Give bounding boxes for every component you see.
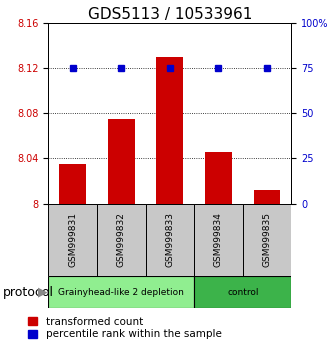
Text: ▶: ▶ bbox=[38, 286, 48, 298]
Bar bbox=[205, 152, 232, 204]
Text: control: control bbox=[227, 287, 258, 297]
Title: GDS5113 / 10533961: GDS5113 / 10533961 bbox=[88, 7, 252, 22]
Bar bbox=[48, 276, 194, 308]
Bar bbox=[157, 57, 183, 204]
Bar bbox=[48, 204, 97, 276]
Text: Grainyhead-like 2 depletion: Grainyhead-like 2 depletion bbox=[58, 287, 184, 297]
Text: protocol: protocol bbox=[3, 286, 54, 298]
Text: GSM999835: GSM999835 bbox=[262, 212, 272, 267]
Bar bbox=[194, 276, 291, 308]
Text: GSM999831: GSM999831 bbox=[68, 212, 77, 267]
Bar bbox=[108, 119, 135, 204]
Bar bbox=[97, 204, 146, 276]
Bar bbox=[243, 204, 291, 276]
Text: GSM999834: GSM999834 bbox=[214, 212, 223, 267]
Bar bbox=[59, 164, 86, 204]
Bar bbox=[254, 190, 280, 204]
Text: GSM999832: GSM999832 bbox=[117, 212, 126, 267]
Legend: transformed count, percentile rank within the sample: transformed count, percentile rank withi… bbox=[28, 317, 222, 339]
Bar bbox=[194, 204, 243, 276]
Bar bbox=[146, 204, 194, 276]
Text: GSM999833: GSM999833 bbox=[165, 212, 174, 267]
